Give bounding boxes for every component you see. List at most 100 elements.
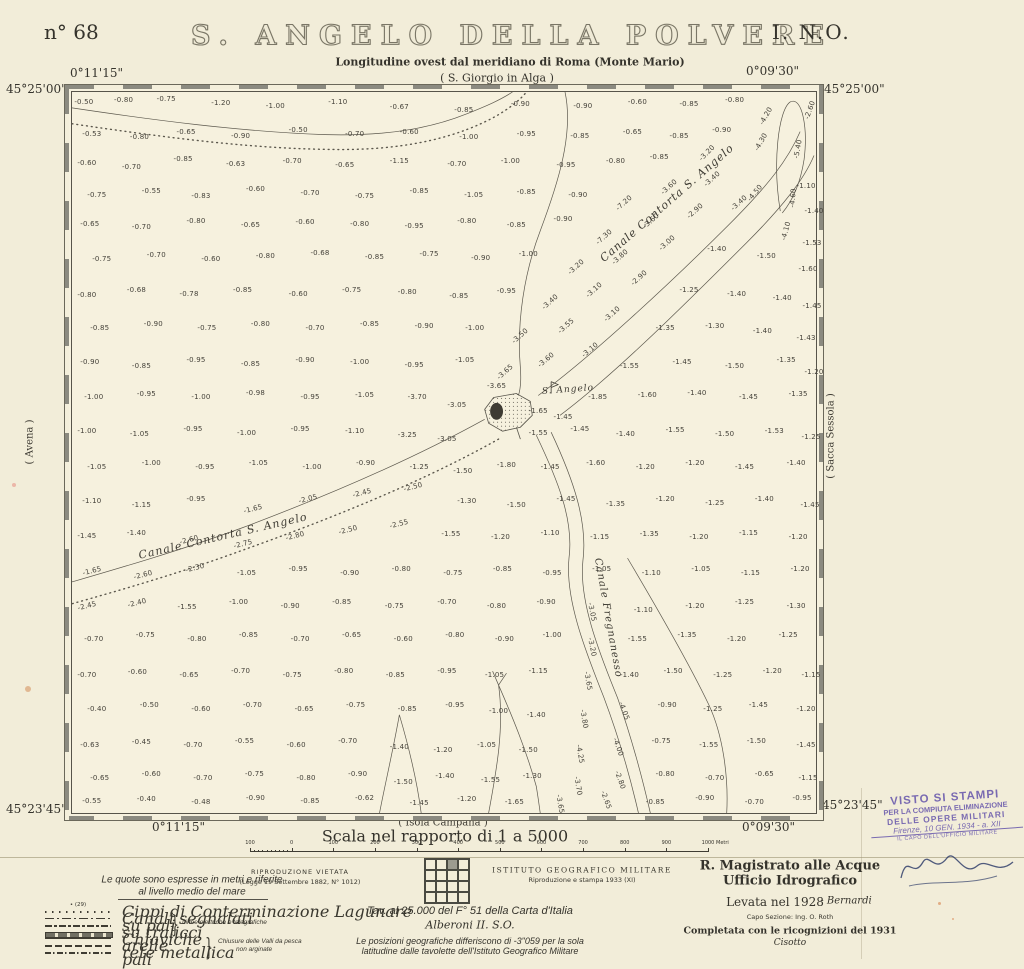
depth-sounding: -1.20 — [804, 367, 824, 376]
depth-sounding: -0.95 — [136, 390, 156, 399]
depth-sounding: -1.55 — [528, 429, 548, 438]
depth-sounding: -1.50 — [756, 251, 776, 260]
scalebar-label: 300 — [411, 840, 422, 846]
scalebar-tick — [624, 848, 626, 852]
depth-sounding: -0.90 — [348, 770, 368, 779]
depth-sounding: -1.45 — [738, 393, 759, 402]
depth-sounding: -0.65 — [90, 774, 110, 783]
depth-sounding: -0.85 — [669, 131, 689, 140]
map-labels-layer: Canale Contorta S. Angelo Canale Contorta… — [72, 92, 816, 813]
graduated-border-left — [65, 85, 69, 820]
depth-sounding: -0.70 — [183, 740, 203, 749]
legend-symbol-pali — [45, 952, 111, 954]
depth-sounding: -0.60 — [393, 635, 413, 644]
depth-sounding: -1.15 — [801, 671, 821, 680]
legend-symbol-cippi: • (29) — [69, 902, 87, 908]
depth-sounding: -1.05 — [592, 565, 612, 574]
canale-contorta-ne-1 — [538, 131, 801, 396]
channel-north-west-1 — [72, 92, 513, 136]
depth-sounding: -0.80 — [186, 216, 206, 225]
depth-sounding: -1.45 — [802, 302, 822, 311]
corner-lon-bottom-left: 0°11'15" — [152, 820, 205, 834]
depth-sounding: -1.30 — [786, 601, 806, 610]
depth-sounding: -0.80 — [487, 601, 507, 610]
depth-sounding: -1.25 — [409, 462, 429, 471]
scalebar-label: 100 — [245, 840, 255, 846]
depth-sounding: -0.50 — [139, 700, 159, 709]
depth-sounding: -3.05 — [447, 401, 467, 410]
scalebar-tick — [416, 848, 418, 852]
depth-sounding: -1.00 — [518, 249, 538, 258]
depth-sounding: -0.60 — [77, 159, 97, 168]
depth-sounding: -0.80 — [255, 251, 275, 260]
depth-sounding: -1.55 — [699, 740, 719, 749]
depth-sounding: -0.85 — [239, 631, 259, 640]
paper-stain — [952, 918, 954, 920]
depth-sounding: -0.80 — [391, 565, 411, 574]
depth-sounding: -1.15 — [389, 157, 409, 166]
legend-symbol-canali — [45, 910, 111, 913]
depth-sounding: -1.50 — [506, 500, 526, 509]
depth-sounding: -0.95 — [186, 494, 206, 503]
legend-row: Chiaviche — [42, 930, 362, 949]
creek-south-west — [379, 714, 422, 813]
legend-row: arelle — [42, 936, 362, 955]
depth-sounding: -0.85 — [570, 131, 590, 140]
depth-sounding: -0.60 — [399, 127, 419, 136]
depth-sounding: -0.75 — [135, 631, 155, 640]
depth-sounding: -0.40 — [87, 704, 107, 713]
depth-sounding: -1.45 — [796, 740, 816, 749]
depth-sounding: -0.70 — [437, 597, 457, 606]
map-frame: -0.50 -0.80 -0.75 -1.20 -1.00 -1.10 -0.67 -0.85… — [64, 84, 824, 821]
scalebar-minor-tick — [258, 850, 260, 852]
depth-sounding: -3.05 — [437, 435, 457, 444]
legend-note-line1: Le quote sono espresse in metri e riferi… — [101, 874, 283, 886]
scalebar-minor-tick — [262, 850, 264, 852]
legend-underline — [118, 899, 268, 900]
depth-sounding: -0.70 — [300, 189, 320, 198]
depth-sounding: -0.70 — [121, 163, 142, 172]
igm-line2: Riproduzione e stampa 1933 (XI) — [528, 876, 636, 884]
depth-sounding: -3.25 — [397, 431, 417, 440]
scalebar-label: 1000 — [701, 840, 715, 846]
depth-sounding: -0.70 — [290, 635, 310, 644]
depth-sounding: -0.45 — [131, 737, 151, 746]
channel-north-to-island — [518, 92, 568, 396]
depth-sounding: -0.80 — [187, 635, 207, 644]
depth-sounding: -0.85 — [364, 252, 385, 261]
depth-sounding: -1.00 — [350, 357, 370, 366]
depth-sounding: -1.20 — [790, 565, 810, 574]
legend-symbol-rete — [45, 945, 111, 948]
channel-loop-north-east — [776, 100, 806, 214]
depth-sounding: -0.55 — [141, 187, 161, 196]
depth-sounding: -1.00 — [488, 706, 509, 715]
scalebar-tick — [708, 848, 709, 852]
depth-sounding: -0.75 — [92, 254, 112, 263]
depth-sounding: -1.53 — [802, 238, 822, 247]
map-feature-label: Canale Fregnanesso — [591, 556, 624, 679]
tav-line2: Alberoni II. S.O. — [425, 918, 515, 932]
depth-sounding: -0.85 — [516, 188, 536, 197]
depth-sounding: -1.05 — [355, 391, 375, 400]
depth-sounding: -0.90 — [143, 320, 163, 329]
scalebar-label: 0 — [290, 840, 294, 846]
depth-sounding: -0.95 — [445, 700, 465, 709]
depth-sounding: -0.60 — [295, 217, 315, 226]
depth-sounding: -1.00 — [542, 631, 562, 640]
depth-sounding: -1.20 — [635, 462, 655, 471]
legend-row: su tralicci — [42, 923, 362, 942]
depth-sounding: -1.05 — [464, 191, 484, 200]
depth-sounding: -0.80 — [129, 132, 150, 141]
depth-sounding: -0.65 — [342, 631, 362, 640]
depth-sounding: -1.10 — [641, 568, 661, 577]
depth-sounding: -1.35 — [788, 390, 808, 399]
depth-sounding: -0.68 — [126, 286, 147, 295]
depth-sounding: -0.75 — [384, 601, 404, 610]
depth-sounding: -1.55 — [619, 361, 640, 370]
legend-label: arelle — [122, 936, 169, 956]
depth-sounding: -0.80 — [655, 770, 675, 779]
depth-sounding: -1.30 — [705, 322, 725, 331]
depth-sounding: -0.85 — [173, 155, 193, 164]
legend-label: Canali segnalati — [122, 908, 253, 928]
depth-sounding: -1.20 — [685, 458, 705, 467]
